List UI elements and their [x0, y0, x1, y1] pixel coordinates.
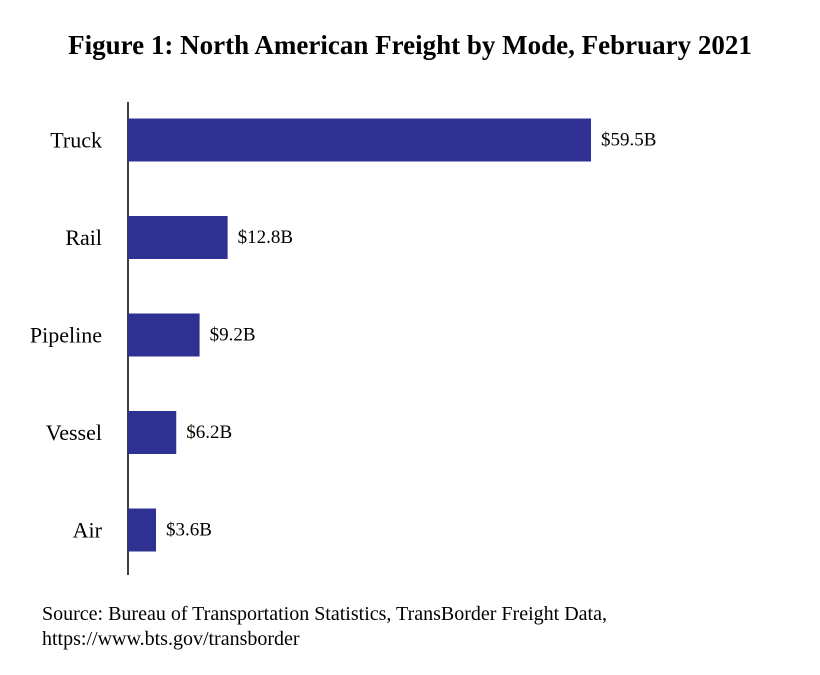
- value-label-rail: $12.8B: [238, 227, 293, 248]
- chart-title: Figure 1: North American Freight by Mode…: [68, 30, 752, 60]
- bar-rail: [128, 216, 228, 259]
- source-line-1: Source: Bureau of Transportation Statist…: [42, 603, 607, 625]
- category-label-truck: Truck: [50, 128, 102, 153]
- value-label-truck: $59.5B: [601, 130, 656, 151]
- source-url: https://www.bts.gov/transborder: [42, 628, 300, 650]
- bar-air: [128, 508, 157, 552]
- value-labels-group: $59.5B $12.8B $9.2B $6.2B $3.6B: [166, 130, 656, 541]
- category-label-rail: Rail: [65, 225, 102, 250]
- category-label-vessel: Vessel: [46, 420, 102, 445]
- category-label-pipeline: Pipeline: [30, 323, 102, 348]
- category-labels-group: Truck Rail Pipeline Vessel Air: [30, 128, 103, 543]
- category-label-air: Air: [73, 518, 103, 543]
- bars-group: [128, 118, 591, 552]
- value-label-pipeline: $9.2B: [210, 325, 256, 346]
- source-note: Source: Bureau of Transportation Statist…: [42, 602, 607, 652]
- value-label-air: $3.6B: [166, 520, 212, 541]
- bar-truck: [128, 118, 591, 162]
- bar-pipeline: [128, 313, 200, 357]
- value-label-vessel: $6.2B: [186, 422, 232, 443]
- bar-vessel: [128, 411, 177, 454]
